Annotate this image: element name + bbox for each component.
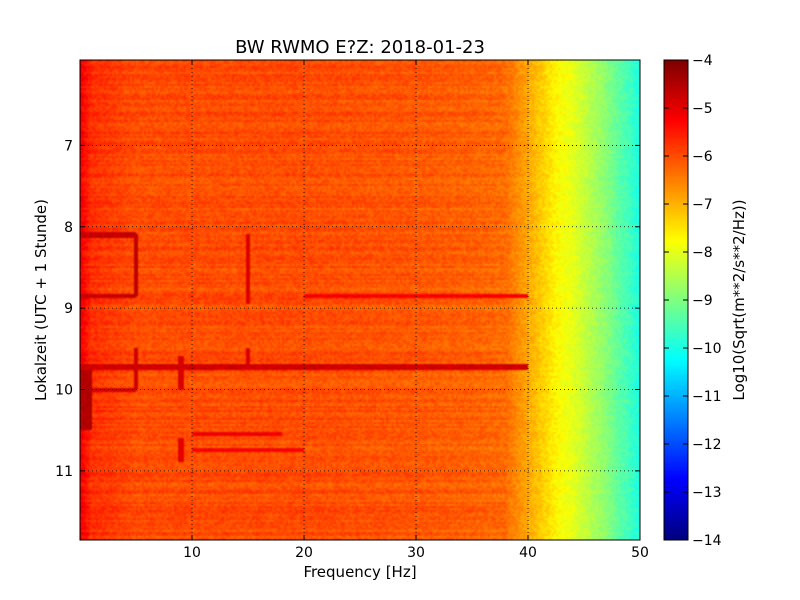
x-tick-label: 50: [631, 545, 649, 561]
grid-lines: [80, 60, 640, 540]
colorbar: −4 −5 −6 −7 −8 −9 −10 −11 −12 −13 −14: [663, 53, 722, 549]
colorbar-tick-label: −4: [692, 53, 713, 69]
x-tick-label: 30: [407, 545, 425, 561]
colorbar-tick-label: −11: [692, 389, 722, 405]
y-tick-label: 7: [64, 138, 73, 154]
x-tick-label: 40: [519, 545, 537, 561]
colorbar-tick-label: −10: [692, 341, 722, 357]
x-axis-label: Frequency [Hz]: [303, 563, 416, 581]
colorbar-tick-label: −9: [692, 293, 713, 309]
spectrogram-plot-area: 10 20 30 40 50 7 8 9 10 11: [55, 59, 649, 561]
colorbar-tick-label: −5: [692, 101, 713, 117]
colorbar-tick-label: −13: [692, 485, 722, 501]
y-axis-ticks: 7 8 9 10 11: [55, 138, 640, 480]
colorbar-tick-label: −12: [692, 437, 722, 453]
y-tick-label: 9: [64, 301, 73, 317]
y-tick-label: 11: [55, 464, 73, 480]
plot-frame: [79, 59, 641, 541]
x-axis-ticks: 10 20 30 40 50: [183, 60, 649, 561]
colorbar-tick-label: −8: [692, 245, 713, 261]
y-axis-label: Lokalzeit (UTC + 1 Stunde): [32, 199, 50, 401]
spectrogram-heatmap: [80, 60, 640, 540]
colorbar-tick-label: −6: [692, 149, 713, 165]
colorbar-tick-label: −7: [692, 197, 713, 213]
y-tick-label: 10: [55, 382, 73, 398]
chart-title: BW RWMO E?Z: 2018-01-23: [235, 37, 485, 58]
colorbar-label: Log10(Sqrt(m**2/s**2/Hz)): [730, 199, 748, 400]
x-tick-label: 20: [295, 545, 313, 561]
y-tick-label: 8: [64, 220, 73, 236]
x-tick-label: 10: [183, 545, 201, 561]
colorbar-ticks: −4 −5 −6 −7 −8 −9 −10 −11 −12 −13 −14: [664, 53, 722, 549]
colorbar-tick-label: −14: [692, 533, 722, 549]
